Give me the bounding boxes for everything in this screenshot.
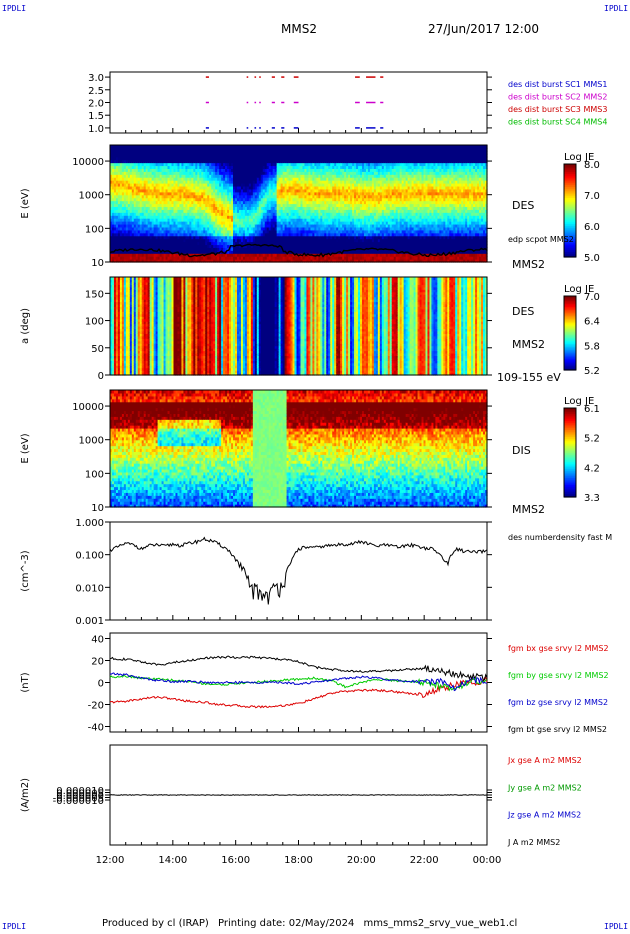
- panel3-heatmap-cells: [110, 277, 488, 376]
- panel1-legend-entry: des dist burst SC4 MMS4: [508, 118, 607, 127]
- panel4-colorbar-tick-label: 4.2: [584, 463, 600, 474]
- panel3-colorbar-tick-label: 5.2: [584, 366, 600, 377]
- panel4-colorbar-tick-label: 6.1: [584, 404, 600, 415]
- panel4-ytick-label: 10: [91, 503, 104, 514]
- panel7-ytick-label: -0.000010: [53, 796, 104, 807]
- footer-printing: Printing date: 02/May/2024: [218, 918, 354, 929]
- corner-label-bottom-right: IPDLI: [604, 922, 628, 931]
- panel6-legend-entry: fgm bt gse srvy l2 MMS2: [508, 725, 607, 734]
- panel4-colorbar-tick-label: 5.2: [584, 434, 600, 445]
- panel6-series-line: [110, 656, 487, 680]
- xtick-label: 20:00: [347, 855, 376, 866]
- xtick-label: 00:00: [473, 855, 502, 866]
- panel3-ylabel: a (deg): [20, 308, 31, 344]
- panel6-ytick-label: 20: [91, 657, 104, 668]
- panel5-ytick-label: 1.000: [75, 518, 104, 529]
- panel2-colorbar-tick-label: 7.0: [584, 191, 600, 202]
- panel2-ytick-label: 10: [91, 258, 104, 269]
- panel1-ytick-label: 3.0: [88, 73, 104, 84]
- panel7-legend-entry: J A m2 MMS2: [507, 838, 560, 847]
- corner-label-top-right: IPDLI: [604, 4, 628, 13]
- panel2-right-label: DES: [512, 199, 534, 212]
- panel4-right-label: MMS2: [512, 503, 545, 516]
- panel7-legend-entry: Jz gse A m2 MMS2: [507, 811, 581, 820]
- panel3-ytick-label: 150: [85, 289, 104, 300]
- xtick-label: 14:00: [158, 855, 187, 866]
- panel7-series-line: [110, 795, 487, 796]
- xtick-label: 18:00: [284, 855, 313, 866]
- panel6-ylabel: (nT): [20, 672, 31, 692]
- xtick-label: 16:00: [221, 855, 250, 866]
- panel5-series-line: [110, 538, 487, 605]
- panel1-legend-entry: des dist burst SC1 MMS1: [508, 80, 607, 89]
- panel6-legend-entry: fgm bz gse srvy l2 MMS2: [508, 698, 608, 707]
- panel5-ytick-label: 0.001: [75, 616, 104, 627]
- panel3-ytick-label: 100: [85, 317, 104, 328]
- panel5-legend-entry: des numberdensity fast M: [508, 533, 612, 542]
- footer-produced: Produced by cl (IRAP): [102, 918, 209, 929]
- panel3-right-label: 109-155 eV: [497, 371, 561, 384]
- panel1-ytick-label: 2.5: [88, 86, 104, 97]
- panel6-legend-entry: fgm bx gse srvy l2 MMS2: [508, 644, 609, 653]
- corner-label-top-left: IPDLI: [2, 4, 26, 13]
- panel6-ytick-label: -40: [88, 723, 104, 734]
- spacecraft-title: MMS2: [281, 22, 317, 36]
- panel1-ytick-label: 2.0: [88, 99, 104, 110]
- xtick-label: 12:00: [96, 855, 125, 866]
- panel6-legend-entry: fgm by gse srvy l2 MMS2: [508, 671, 609, 680]
- footer: Produced by cl (IRAP) Printing date: 02/…: [102, 918, 523, 929]
- panel5-ytick-label: 0.010: [75, 583, 104, 594]
- panel4-ytick-label: 10000: [72, 402, 104, 413]
- panel1-ytick-label: 1.5: [88, 111, 104, 122]
- panel2-heatmap-cells: [110, 145, 488, 263]
- panel2-ytick-label: 1000: [79, 191, 104, 202]
- panel4-heatmap-cells: [110, 390, 488, 508]
- panel3-right-label: MMS2: [512, 338, 545, 351]
- panel6-ytick-label: 40: [91, 635, 104, 646]
- panel5-ytick-label: 0.100: [75, 551, 104, 562]
- panel5-frame: [110, 522, 487, 620]
- panel3-right-label: DES: [512, 305, 534, 318]
- panel2-ylabel: E (eV): [20, 188, 31, 218]
- panel6-ytick-label: -20: [88, 701, 104, 712]
- panel3-colorbar-tick-label: 5.8: [584, 341, 600, 352]
- panel2-ytick-label: 10000: [72, 157, 104, 168]
- panel3-colorbar-tick-label: 7.0: [584, 292, 600, 303]
- panel6-ytick-label: 0: [98, 679, 104, 690]
- xtick-label: 22:00: [410, 855, 439, 866]
- panel2-overlay-label: edp scpot MMS2: [508, 235, 574, 244]
- panel4-colorbar-tick-label: 3.3: [584, 493, 600, 504]
- panel4-right-label: DIS: [512, 444, 531, 457]
- datetime-title: 27/Jun/2017 12:00: [428, 22, 539, 36]
- panel1-legend-entry: des dist burst SC3 MMS3: [508, 105, 607, 114]
- panel2-colorbar-tick-label: 6.0: [584, 222, 600, 233]
- panel7-legend-entry: Jy gse A m2 MMS2: [507, 783, 582, 792]
- panel4-ytick-label: 1000: [79, 436, 104, 447]
- panel3-colorbar-tick-label: 6.4: [584, 317, 600, 328]
- panel7-legend-entry: Jx gse A m2 MMS2: [507, 756, 582, 765]
- panel3-ytick-label: 50: [91, 344, 104, 355]
- panel7-ylabel: (A/m2): [20, 778, 31, 812]
- panel2-colorbar-tick-label: 5.0: [584, 253, 600, 264]
- panel1-legend-entry: des dist burst SC2 MMS2: [508, 93, 607, 102]
- panel1-ytick-label: 1.0: [88, 124, 104, 135]
- panel3-ytick-label: 0: [98, 371, 104, 382]
- corner-label-bottom-left: IPDLI: [2, 922, 26, 931]
- panel4-ytick-label: 100: [85, 469, 104, 480]
- panel5-ylabel: (cm^-3): [20, 550, 31, 591]
- panel2-ytick-label: 100: [85, 224, 104, 235]
- panel2-colorbar-tick-label: 8.0: [584, 160, 600, 171]
- panel2-right-label: MMS2: [512, 258, 545, 271]
- panel4-ylabel: E (eV): [20, 433, 31, 463]
- footer-script: mms_mms2_srvy_vue_web1.cl: [364, 918, 518, 929]
- panel6-series-line: [110, 673, 487, 691]
